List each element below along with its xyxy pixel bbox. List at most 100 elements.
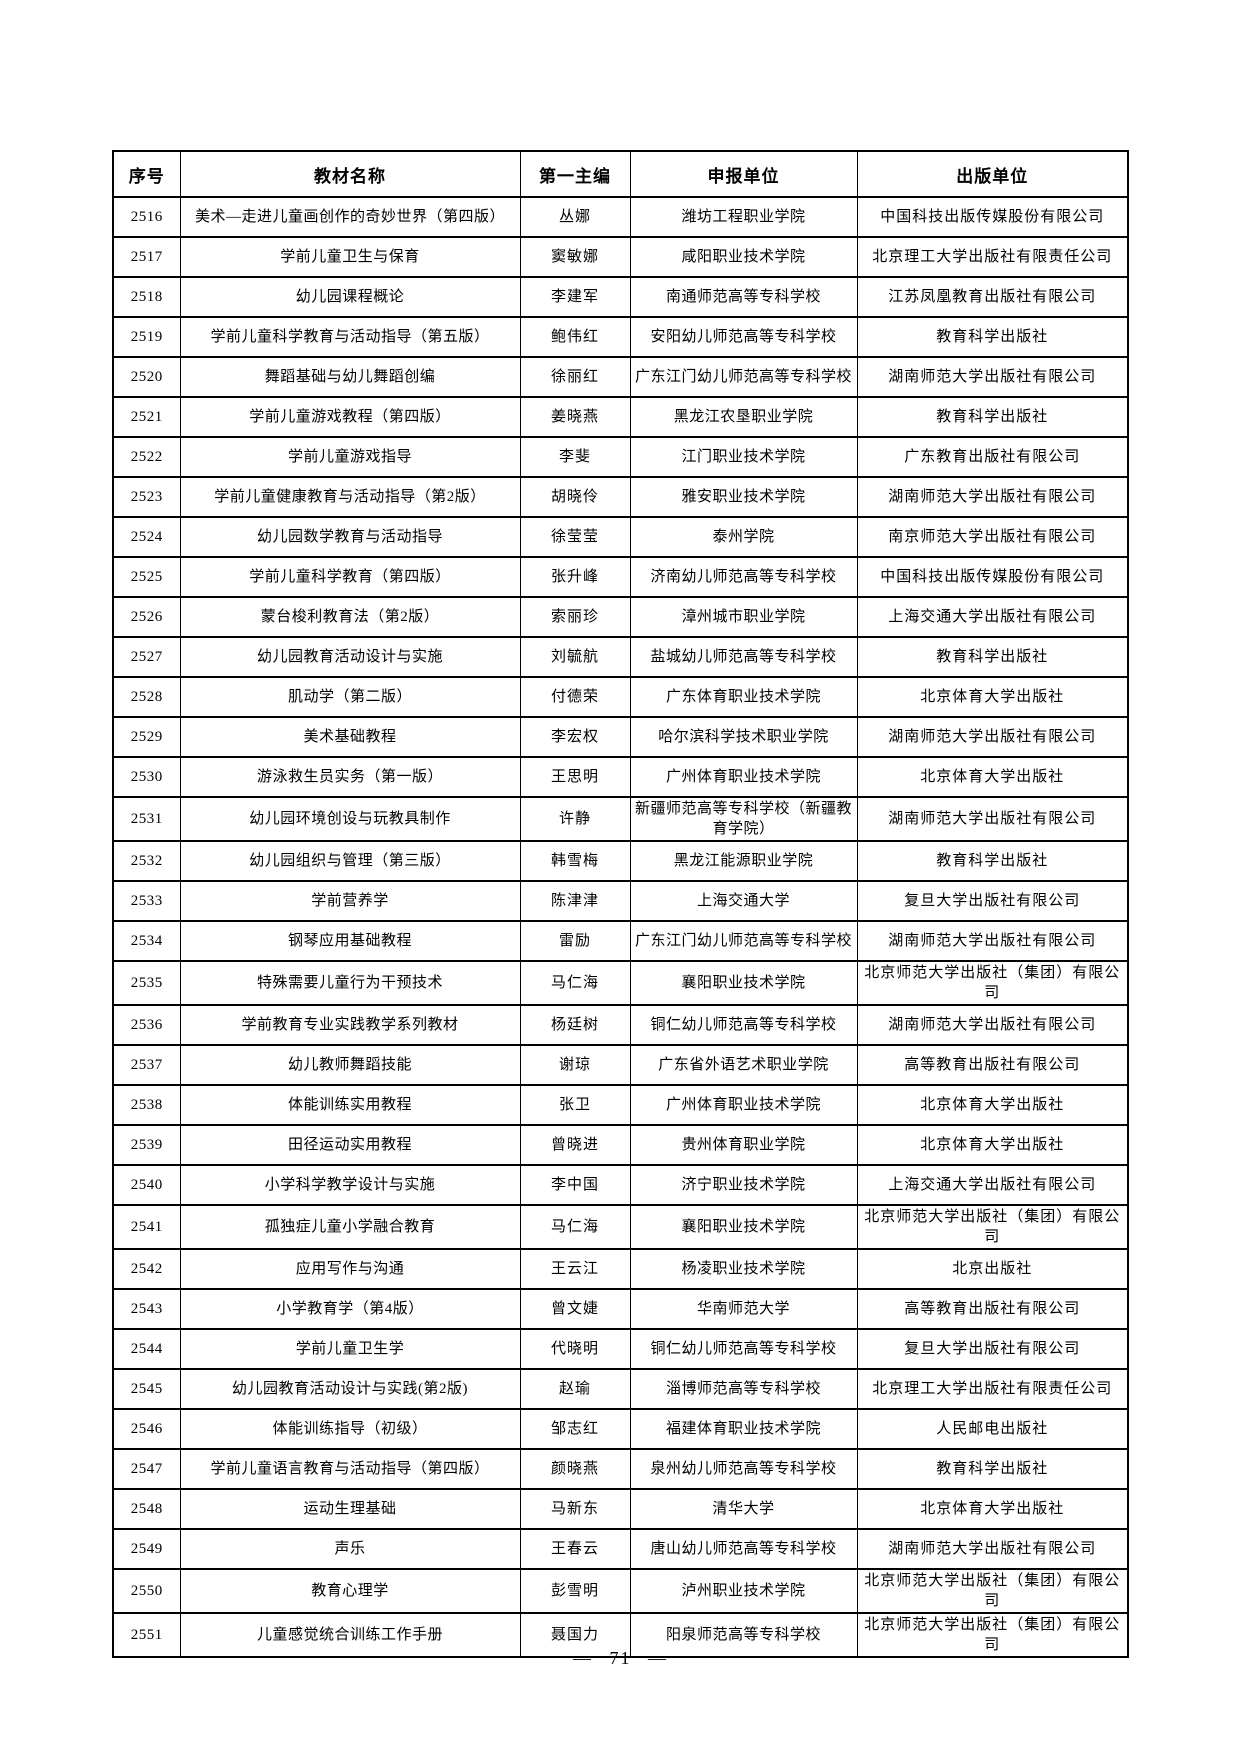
cell-applicant-unit: 广东体育职业技术学院 xyxy=(629,676,858,718)
cell-serial-number: 2543 xyxy=(112,1288,181,1330)
cell-publisher-unit: 北京体育大学出版社 xyxy=(856,1488,1129,1530)
table-row: 2551 儿童感觉统合训练工作手册 聂国力 阳泉师范高等专科学校 北京师范大学出版社（集… xyxy=(112,1612,1129,1658)
cell-serial-number: 2547 xyxy=(112,1448,181,1490)
cell-applicant-unit: 淄博师范高等专科学校 xyxy=(629,1368,858,1410)
cell-publisher-unit: 北京师范大学出版社（集团）有限公司 xyxy=(856,1204,1129,1250)
cell-applicant-unit: 新疆师范高等专科学校（新疆教育学院） xyxy=(629,796,858,842)
table-row: 2538 体能训练实用教程 张卫 广州体育职业技术学院 北京体育大学出版社 xyxy=(112,1084,1129,1126)
cell-serial-number: 2526 xyxy=(112,596,181,638)
cell-textbook-title: 幼儿教师舞蹈技能 xyxy=(179,1044,521,1086)
cell-applicant-unit: 哈尔滨科学技术职业学院 xyxy=(629,716,858,758)
cell-textbook-title: 学前儿童游戏指导 xyxy=(179,436,521,478)
table-row: 2525 学前儿童科学教育（第四版） 张升峰 济南幼儿师范高等专科学校 中国科技出版传媒… xyxy=(112,556,1129,598)
cell-serial-number: 2546 xyxy=(112,1408,181,1450)
cell-serial-number: 2540 xyxy=(112,1164,181,1206)
cell-textbook-title: 体能训练指导（初级） xyxy=(179,1408,521,1450)
cell-textbook-title: 美术—走进儿童画创作的奇妙世界（第四版） xyxy=(179,196,521,238)
table-row: 2527 幼儿园教育活动设计与实施 刘毓航 盐城幼儿师范高等专科学校 教育科学出版社 xyxy=(112,636,1129,678)
cell-first-editor: 马新东 xyxy=(519,1488,631,1530)
cell-publisher-unit: 北京体育大学出版社 xyxy=(856,1124,1129,1166)
cell-first-editor: 代晓明 xyxy=(519,1328,631,1370)
cell-first-editor: 曾晓进 xyxy=(519,1124,631,1166)
cell-publisher-unit: 复旦大学出版社有限公司 xyxy=(856,880,1129,922)
column-header-applicant-unit: 申报单位 xyxy=(629,150,858,198)
cell-first-editor: 马仁海 xyxy=(519,1204,631,1250)
cell-first-editor: 王春云 xyxy=(519,1528,631,1570)
page-number: — 71 — xyxy=(573,1648,668,1668)
cell-first-editor: 邹志红 xyxy=(519,1408,631,1450)
textbook-table: 序号 教材名称 第一主编 申报单位 出版单位 2516 美术—走进儿童画创作的奇妙… xyxy=(112,150,1129,1658)
cell-textbook-title: 学前儿童科学教育与活动指导（第五版） xyxy=(179,316,521,358)
column-header-serial-number: 序号 xyxy=(112,150,181,198)
column-header-publisher-unit: 出版单位 xyxy=(856,150,1129,198)
cell-applicant-unit: 安阳幼儿师范高等专科学校 xyxy=(629,316,858,358)
cell-textbook-title: 舞蹈基础与幼儿舞蹈创编 xyxy=(179,356,521,398)
cell-first-editor: 谢琼 xyxy=(519,1044,631,1086)
table-row: 2533 学前营养学 陈津津 上海交通大学 复旦大学出版社有限公司 xyxy=(112,880,1129,922)
cell-textbook-title: 学前儿童卫生学 xyxy=(179,1328,521,1370)
cell-textbook-title: 幼儿园环境创设与玩教具制作 xyxy=(179,796,521,842)
cell-textbook-title: 儿童感觉统合训练工作手册 xyxy=(179,1612,521,1658)
cell-publisher-unit: 湖南师范大学出版社有限公司 xyxy=(856,1004,1129,1046)
cell-first-editor: 王云江 xyxy=(519,1248,631,1290)
cell-first-editor: 陈津津 xyxy=(519,880,631,922)
cell-applicant-unit: 泸州职业技术学院 xyxy=(629,1568,858,1614)
cell-applicant-unit: 黑龙江能源职业学院 xyxy=(629,840,858,882)
table-row: 2541 孤独症儿童小学融合教育 马仁海 襄阳职业技术学院 北京师范大学出版社（集团）有… xyxy=(112,1204,1129,1250)
cell-applicant-unit: 阳泉师范高等专科学校 xyxy=(629,1612,858,1658)
cell-publisher-unit: 教育科学出版社 xyxy=(856,316,1129,358)
cell-publisher-unit: 中国科技出版传媒股份有限公司 xyxy=(856,196,1129,238)
cell-publisher-unit: 湖南师范大学出版社有限公司 xyxy=(856,920,1129,962)
cell-publisher-unit: 上海交通大学出版社有限公司 xyxy=(856,596,1129,638)
cell-first-editor: 徐丽红 xyxy=(519,356,631,398)
cell-first-editor: 马仁海 xyxy=(519,960,631,1006)
cell-textbook-title: 肌动学（第二版） xyxy=(179,676,521,718)
cell-first-editor: 窦敏娜 xyxy=(519,236,631,278)
cell-applicant-unit: 上海交通大学 xyxy=(629,880,858,922)
cell-textbook-title: 美术基础教程 xyxy=(179,716,521,758)
cell-publisher-unit: 北京理工大学出版社有限责任公司 xyxy=(856,236,1129,278)
header-row: 序号 教材名称 第一主编 申报单位 出版单位 xyxy=(112,150,1129,198)
cell-first-editor: 付德荣 xyxy=(519,676,631,718)
cell-textbook-title: 幼儿园课程概论 xyxy=(179,276,521,318)
cell-textbook-title: 游泳救生员实务（第一版） xyxy=(179,756,521,798)
cell-applicant-unit: 江门职业技术学院 xyxy=(629,436,858,478)
cell-publisher-unit: 人民邮电出版社 xyxy=(856,1408,1129,1450)
cell-applicant-unit: 咸阳职业技术学院 xyxy=(629,236,858,278)
table-row: 2548 运动生理基础 马新东 清华大学 北京体育大学出版社 xyxy=(112,1488,1129,1530)
cell-publisher-unit: 广东教育出版社有限公司 xyxy=(856,436,1129,478)
cell-first-editor: 刘毓航 xyxy=(519,636,631,678)
cell-textbook-title: 运动生理基础 xyxy=(179,1488,521,1530)
cell-first-editor: 胡晓伶 xyxy=(519,476,631,518)
cell-first-editor: 张升峰 xyxy=(519,556,631,598)
cell-publisher-unit: 复旦大学出版社有限公司 xyxy=(856,1328,1129,1370)
cell-applicant-unit: 铜仁幼儿师范高等专科学校 xyxy=(629,1004,858,1046)
cell-first-editor: 张卫 xyxy=(519,1084,631,1126)
table-header: 序号 教材名称 第一主编 申报单位 出版单位 xyxy=(112,150,1129,198)
cell-textbook-title: 幼儿园数学教育与活动指导 xyxy=(179,516,521,558)
cell-textbook-title: 学前儿童科学教育（第四版） xyxy=(179,556,521,598)
cell-publisher-unit: 教育科学出版社 xyxy=(856,1448,1129,1490)
cell-applicant-unit: 贵州体育职业学院 xyxy=(629,1124,858,1166)
table-row: 2524 幼儿园数学教育与活动指导 徐莹莹 泰州学院 南京师范大学出版社有限公司 xyxy=(112,516,1129,558)
cell-serial-number: 2537 xyxy=(112,1044,181,1086)
cell-textbook-title: 钢琴应用基础教程 xyxy=(179,920,521,962)
cell-applicant-unit: 襄阳职业技术学院 xyxy=(629,1204,858,1250)
cell-applicant-unit: 广东省外语艺术职业学院 xyxy=(629,1044,858,1086)
cell-applicant-unit: 襄阳职业技术学院 xyxy=(629,960,858,1006)
table-row: 2526 蒙台梭利教育法（第2版） 索丽珍 漳州城市职业学院 上海交通大学出版社有限公司 xyxy=(112,596,1129,638)
cell-publisher-unit: 高等教育出版社有限公司 xyxy=(856,1288,1129,1330)
cell-serial-number: 2520 xyxy=(112,356,181,398)
cell-applicant-unit: 漳州城市职业学院 xyxy=(629,596,858,638)
cell-first-editor: 鲍伟红 xyxy=(519,316,631,358)
cell-publisher-unit: 北京理工大学出版社有限责任公司 xyxy=(856,1368,1129,1410)
cell-publisher-unit: 江苏凤凰教育出版社有限公司 xyxy=(856,276,1129,318)
cell-first-editor: 丛娜 xyxy=(519,196,631,238)
cell-serial-number: 2536 xyxy=(112,1004,181,1046)
cell-serial-number: 2521 xyxy=(112,396,181,438)
cell-applicant-unit: 华南师范大学 xyxy=(629,1288,858,1330)
cell-applicant-unit: 广东江门幼儿师范高等专科学校 xyxy=(629,356,858,398)
cell-serial-number: 2533 xyxy=(112,880,181,922)
table-row: 2549 声乐 王春云 唐山幼儿师范高等专科学校 湖南师范大学出版社有限公司 xyxy=(112,1528,1129,1570)
